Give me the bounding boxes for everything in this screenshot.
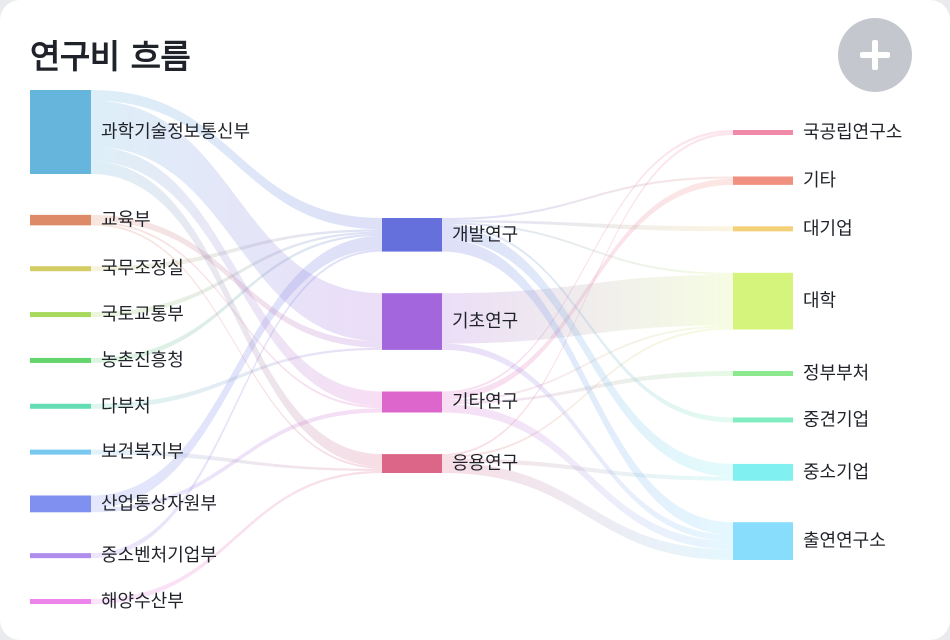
sankey-chart: 과학기술정보통신부교육부국무조정실국토교통부농촌진흥청다부처보건복지부산업통상자… — [30, 90, 902, 613]
sankey-node[interactable] — [30, 266, 91, 272]
sankey-node-label: 해양수산부 — [101, 591, 184, 612]
sankey-node-label: 산업통상자원부 — [101, 493, 217, 514]
sankey-link[interactable] — [91, 235, 382, 509]
add-button[interactable] — [838, 18, 912, 92]
sankey-node[interactable] — [30, 553, 91, 559]
sankey-link[interactable] — [91, 347, 382, 409]
sankey-node-label: 중소기업 — [803, 462, 869, 483]
sankey-node[interactable] — [733, 417, 793, 423]
sankey-node[interactable] — [30, 357, 91, 363]
sankey-node[interactable] — [30, 214, 91, 226]
plus-icon-stem — [872, 40, 878, 70]
page-title: 연구비 흐름 — [30, 37, 191, 76]
sankey-node-label: 농촌진흥청 — [101, 350, 184, 371]
sankey-link[interactable] — [442, 462, 733, 561]
sankey-node-label: 개발연구 — [452, 224, 518, 245]
sankey-node[interactable] — [382, 454, 442, 473]
sankey-node[interactable] — [30, 599, 91, 604]
sankey-node[interactable] — [733, 463, 793, 481]
sankey-node-label: 출연연구소 — [803, 531, 886, 552]
sankey-link[interactable] — [91, 100, 382, 342]
sankey-node[interactable] — [733, 226, 793, 232]
sankey-link[interactable] — [91, 229, 382, 272]
sankey-node[interactable] — [733, 522, 793, 560]
sankey-link[interactable] — [442, 222, 733, 275]
sankey-link[interactable] — [91, 161, 382, 467]
sankey-node-label: 다부처 — [101, 396, 151, 417]
sankey-node-label: 정부부처 — [803, 363, 869, 384]
sankey-node[interactable] — [733, 272, 793, 330]
sankey-link[interactable] — [91, 90, 382, 230]
sankey-link[interactable] — [91, 470, 382, 604]
sankey-node[interactable] — [30, 90, 91, 174]
sankey-link[interactable] — [91, 449, 382, 471]
sankey-node-label: 국공립연구소 — [803, 122, 902, 143]
sankey-node-label: 국무조정실 — [101, 258, 184, 279]
sankey-node[interactable] — [30, 495, 91, 513]
sankey-link[interactable] — [442, 458, 733, 481]
sankey-node-label: 중견기업 — [803, 409, 869, 430]
sankey-node[interactable] — [382, 391, 442, 413]
sankey-link[interactable] — [91, 223, 382, 469]
sankey-link[interactable] — [91, 249, 382, 559]
sankey-node[interactable] — [382, 218, 442, 252]
sankey-node-label: 과학기술정보통신부 — [101, 122, 250, 143]
sankey-link[interactable] — [442, 239, 733, 535]
sankey-link[interactable] — [442, 325, 733, 402]
sankey-node[interactable] — [30, 312, 91, 318]
sankey-link[interactable] — [442, 220, 733, 232]
sankey-link[interactable] — [91, 146, 382, 407]
labels-layer: 과학기술정보통신부교육부국무조정실국토교통부농촌진흥청다부처보건복지부산업통상자… — [101, 122, 902, 613]
sankey-link[interactable] — [442, 130, 733, 394]
sankey-node-label: 교육부 — [101, 210, 151, 231]
sankey-node[interactable] — [30, 403, 91, 409]
sankey-node-label: 중소벤처기업부 — [101, 545, 217, 566]
sankey-node[interactable] — [382, 293, 442, 350]
links-layer — [91, 90, 733, 604]
sankey-node[interactable] — [733, 176, 793, 185]
sankey-node[interactable] — [733, 370, 793, 376]
sankey-link[interactable] — [442, 274, 733, 344]
sankey-link[interactable] — [442, 176, 733, 221]
sankey-node-label: 응용연구 — [452, 453, 518, 474]
sankey-link[interactable] — [442, 404, 733, 550]
sankey-node-label: 보건복지부 — [101, 442, 184, 463]
sankey-link[interactable] — [442, 226, 733, 477]
sankey-node[interactable] — [733, 130, 793, 135]
sankey-node-label: 기초연구 — [452, 311, 518, 332]
nodes-layer — [30, 90, 793, 604]
sankey-node-label: 대학 — [803, 291, 836, 312]
sankey-node[interactable] — [30, 449, 91, 455]
sankey-link[interactable] — [442, 343, 733, 542]
sankey-link[interactable] — [91, 233, 382, 363]
sankey-link[interactable] — [442, 224, 733, 423]
sankey-node-label: 기타 — [803, 170, 837, 191]
sankey-node-label: 국토교통부 — [101, 304, 184, 325]
sankey-node-label: 기타연구 — [452, 392, 518, 413]
sankey-node-label: 대기업 — [803, 218, 853, 239]
